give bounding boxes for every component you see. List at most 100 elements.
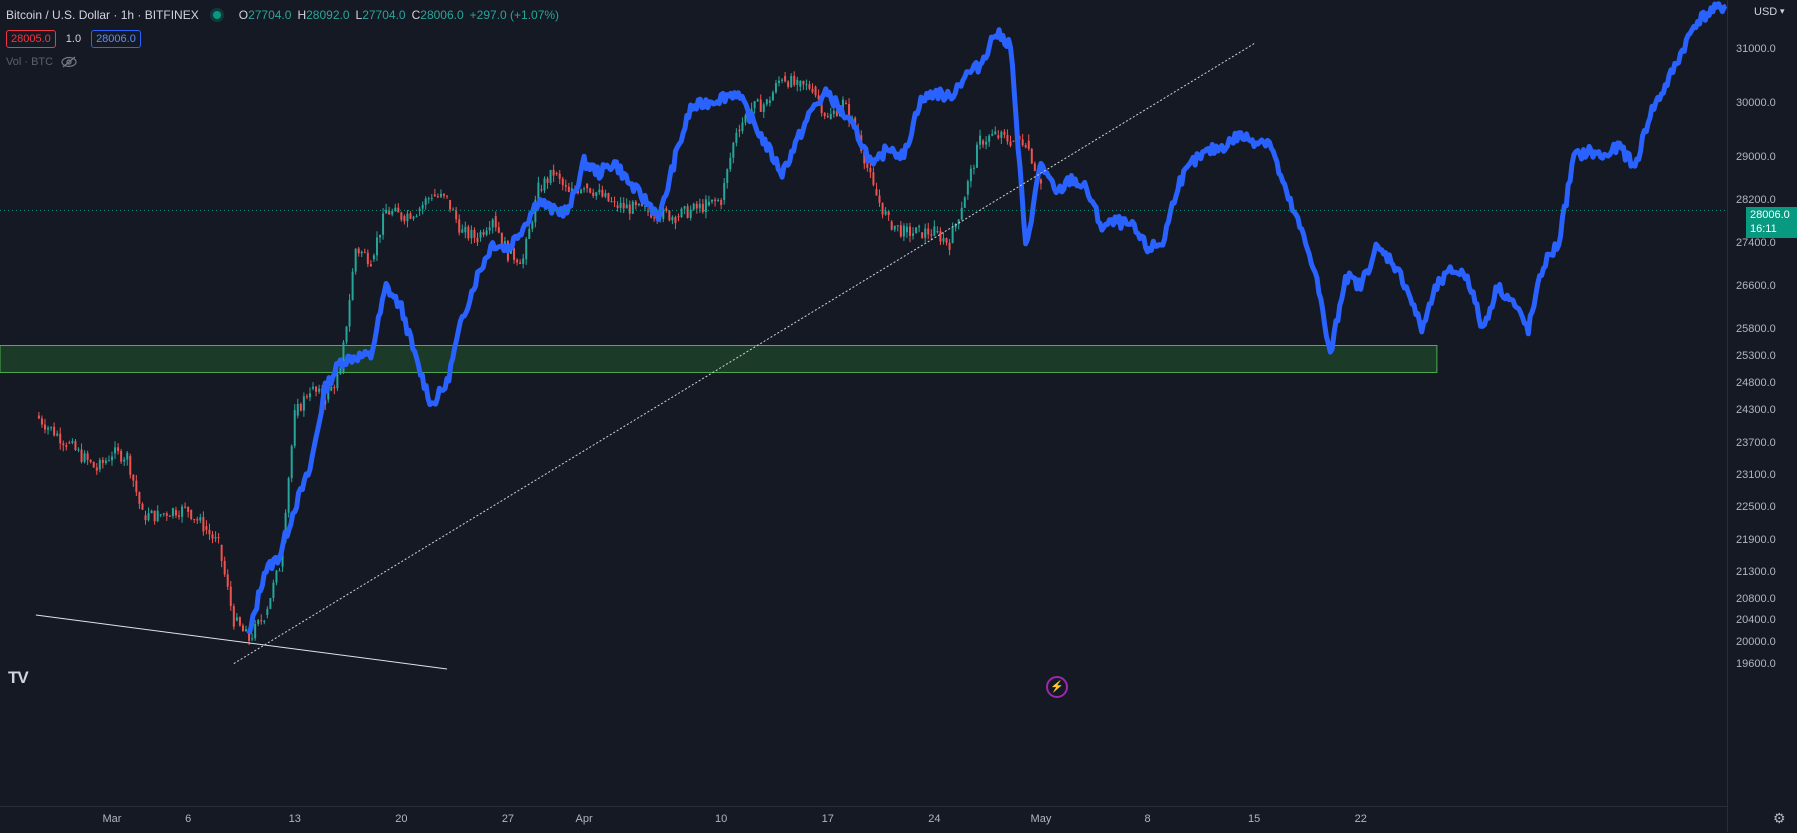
price-tick-label: 23100.0 <box>1736 468 1776 481</box>
price-axis[interactable]: USD ▾ 31000.0 30000.0 29000.0 28200.0 27400.… <box>1727 0 1797 832</box>
candle-body <box>1021 139 1024 146</box>
candle-body <box>89 459 92 462</box>
candle-body <box>305 396 308 398</box>
tradingview-logo[interactable]: TV <box>8 668 29 687</box>
candle-body <box>190 509 193 520</box>
candle-body <box>117 447 120 451</box>
candle-body <box>415 216 418 218</box>
time-tick-label: 22 <box>1354 813 1367 825</box>
lightning-icon[interactable]: ⚡ <box>1046 676 1068 698</box>
candle-body <box>680 208 683 218</box>
candle-body <box>333 387 336 389</box>
chart-area[interactable] <box>0 0 1727 806</box>
price-tick-label: 21900.0 <box>1736 533 1776 546</box>
candle-body <box>43 424 46 430</box>
candle-body <box>458 219 461 233</box>
candle-body <box>129 456 132 475</box>
candle-body <box>1003 131 1006 135</box>
candle-body <box>975 144 978 168</box>
candle-body <box>564 185 567 187</box>
candle-body <box>951 227 954 244</box>
candle-body <box>686 206 689 218</box>
candle-body <box>662 208 665 219</box>
candle-body <box>899 225 902 237</box>
candle-body <box>342 342 345 373</box>
volume-label: Vol · BTC <box>6 56 54 68</box>
candle-body <box>1027 140 1030 149</box>
candle-body <box>704 199 707 213</box>
candle-body <box>473 229 476 238</box>
candle-body <box>979 135 982 145</box>
price-chart[interactable] <box>0 0 1727 806</box>
candle-body <box>403 216 406 222</box>
candle-body <box>238 617 241 626</box>
candle-body <box>455 209 458 220</box>
candle-body <box>123 459 126 462</box>
candle-body <box>479 232 482 238</box>
candle-body <box>954 224 957 228</box>
candle-body <box>753 101 756 109</box>
candle-body <box>162 513 165 515</box>
candle-body <box>165 513 168 516</box>
candle-body <box>257 620 260 624</box>
candle-body <box>896 225 899 227</box>
time-tick-label: 13 <box>288 813 301 825</box>
candle-body <box>193 519 196 521</box>
candle-body <box>1030 148 1033 164</box>
candle-body <box>208 529 211 535</box>
symbol-title[interactable]: Bitcoin / U.S. Dollar · 1h · BITFINEX <box>6 8 199 22</box>
open-label: O <box>238 8 249 22</box>
candle-body <box>893 225 896 230</box>
candle-body <box>287 478 290 513</box>
eye-crossed-icon[interactable] <box>61 56 77 68</box>
candle-body <box>62 443 65 446</box>
candle-body <box>607 193 610 202</box>
currency-selector[interactable]: USD <box>1754 6 1778 18</box>
candle-body <box>47 427 50 430</box>
candle-body <box>829 113 832 120</box>
candle-body <box>546 178 549 183</box>
candle-body <box>488 227 491 231</box>
candle-body <box>671 217 674 221</box>
candle-body <box>132 474 135 481</box>
candle-body <box>379 234 382 238</box>
candle-body <box>823 113 826 117</box>
candle-body <box>845 102 848 105</box>
candle-body <box>905 226 908 233</box>
close-label: C <box>411 8 421 22</box>
candle-body <box>872 172 875 185</box>
time-axis[interactable]: Mar 6 13 20 27 Apr 10 17 24 May 8 15 22 <box>0 806 1727 833</box>
candle-body <box>887 211 890 216</box>
ascending-trendline <box>233 43 1255 664</box>
candle-body <box>762 104 765 112</box>
price-tick-label: 20400.0 <box>1736 614 1776 627</box>
candle-body <box>966 181 969 195</box>
sell-price-button[interactable]: 28005.0 <box>6 30 56 48</box>
candle-body <box>153 510 156 522</box>
high-label: H <box>297 8 307 22</box>
candle-body <box>814 86 817 96</box>
chevron-down-icon[interactable]: ▾ <box>1780 6 1785 16</box>
candle-body <box>114 447 117 454</box>
candle-body <box>104 460 107 464</box>
candle-body <box>994 131 997 135</box>
candle-body <box>446 195 449 197</box>
gear-icon[interactable]: ⚙ <box>1773 810 1786 826</box>
candle-body <box>595 192 598 196</box>
candle-body <box>452 209 455 211</box>
volume-legend[interactable]: Vol · BTC <box>6 56 77 68</box>
candle-body <box>985 141 988 145</box>
candle-body <box>263 620 266 622</box>
candle-body <box>345 326 348 343</box>
candle-body <box>205 526 208 530</box>
candle-body <box>640 203 643 206</box>
bar-countdown: 16:11 <box>1750 223 1777 235</box>
support-zone <box>0 345 1438 373</box>
candle-body <box>960 207 963 220</box>
buy-price-button[interactable]: 28006.0 <box>91 30 141 48</box>
candle-body <box>375 237 378 256</box>
time-tick-label: May <box>1030 813 1052 825</box>
candle-body <box>202 517 205 532</box>
candle-body <box>519 262 522 264</box>
